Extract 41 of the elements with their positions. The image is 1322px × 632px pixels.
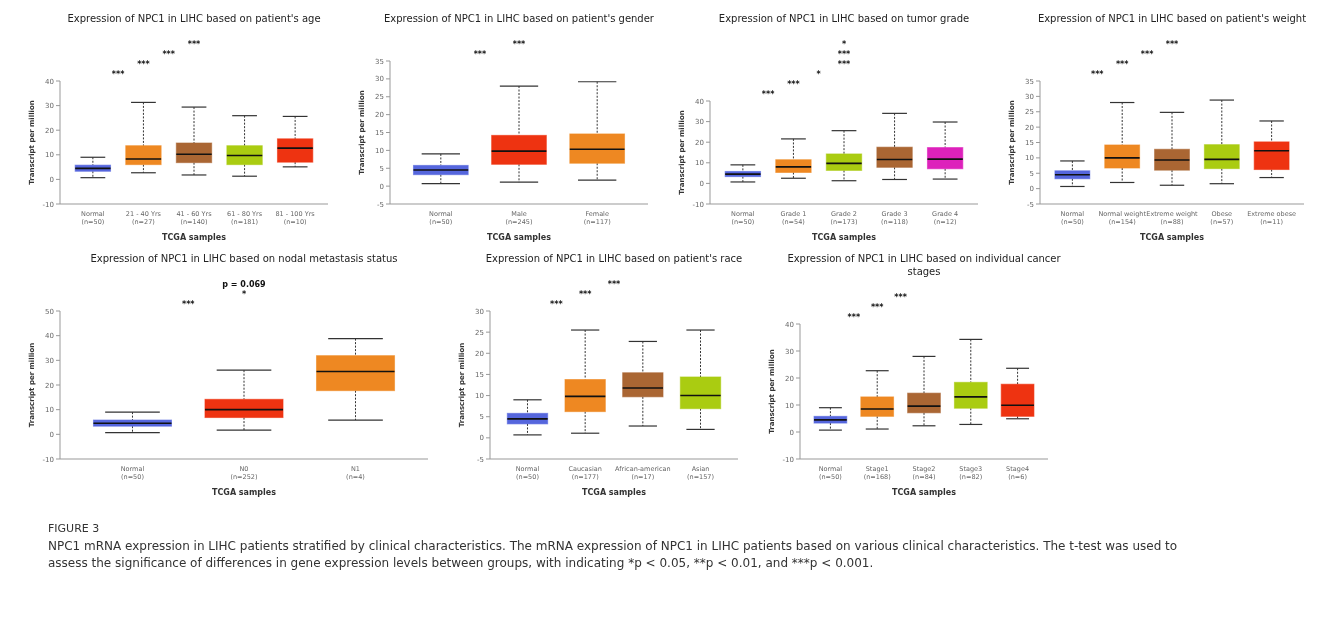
text: ***: [894, 293, 908, 302]
text: *: [841, 40, 847, 49]
text: ***: [837, 50, 852, 59]
text: ***: [870, 303, 885, 312]
x-axis-title: TCGA samples: [161, 233, 227, 242]
text: p = 0.069: [222, 280, 267, 289]
text: ***: [550, 300, 564, 309]
text: ***: [187, 40, 202, 49]
x-axis-title: TCGA samples: [486, 233, 552, 242]
chart-title: Expression of NPC1 in LIHC based on patient's weight: [1037, 13, 1307, 24]
x-axis-title: TCGA samples: [891, 488, 957, 497]
text: ***: [162, 50, 176, 59]
x-axis-title: TCGA samples: [1139, 233, 1205, 242]
x-axis-title: TCGA samples: [581, 488, 647, 497]
chart-title: Expression of NPC1 in LIHC based on individual cancer stages: [787, 253, 1062, 277]
text: ***: [1091, 70, 1105, 79]
text: ***: [578, 290, 593, 299]
text: ***: [181, 300, 196, 309]
text: ***: [1115, 60, 1130, 69]
chart-title: Expression of NPC1 in LIHC based on patient's race: [485, 253, 743, 264]
chart-title: Expression of NPC1 in LIHC based on patient's age: [67, 13, 321, 24]
text: ***: [847, 313, 861, 322]
text: ***: [837, 60, 852, 69]
x-axis-title: TCGA samples: [811, 233, 877, 242]
text: ***: [473, 50, 487, 59]
text: *: [241, 290, 247, 299]
chart-title: Expression of NPC1 in LIHC based on patient's gender: [384, 13, 655, 24]
x-axis-title: TCGA samples: [211, 488, 277, 497]
text: ***: [1165, 40, 1180, 49]
text: ***: [512, 40, 527, 49]
text: ***: [1140, 50, 1155, 59]
text: ***: [761, 90, 776, 99]
text: ***: [607, 280, 622, 289]
text: ***: [111, 70, 126, 79]
text: ***: [787, 80, 801, 89]
text: FIGURE 3: [48, 522, 100, 535]
chart-title: Expression of NPC1 in LIHC based on tumor grade: [718, 13, 970, 24]
text: ***: [137, 60, 151, 69]
text: NPC1 mRNA expression in LIHC patients stratified by clinical characteristics. The mRNA expression of NPC1 in LIHC patients based on various clinical characteristics. The t-test was used to assess the significance of differences in gene expression levels between groups, with indicating *p < 0.05, **p < 0.01, and ***p < 0.001.: [48, 539, 1178, 570]
chart-title: Expression of NPC1 in LIHC based on nodal metastasis status: [90, 253, 398, 264]
text: *: [816, 70, 822, 79]
